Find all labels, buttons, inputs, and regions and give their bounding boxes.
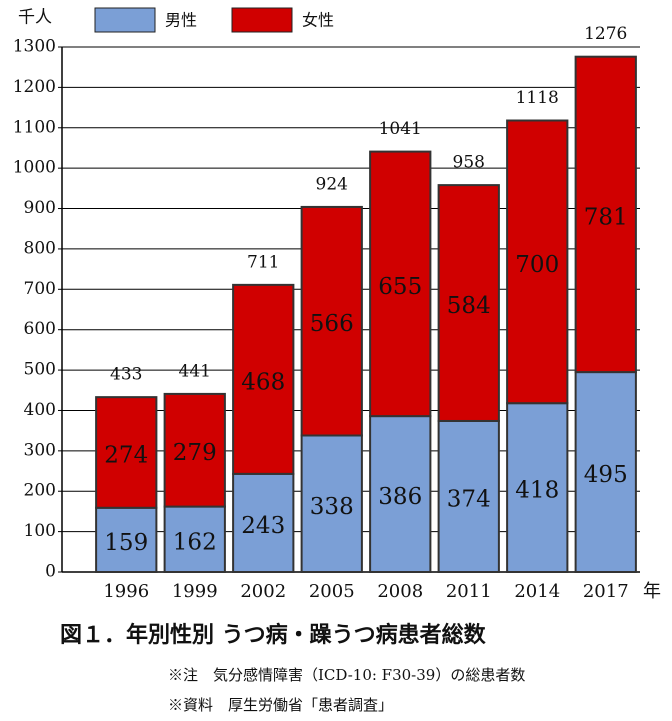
legend-swatch (94, 7, 156, 33)
total-label: 441 (179, 361, 211, 381)
y-tick-label: 300 (24, 440, 56, 460)
bar-segment (232, 283, 295, 475)
y-unit: 千人 (18, 8, 52, 28)
x-tick-label: 1999 (172, 581, 218, 602)
y-tick-label: 900 (24, 198, 56, 218)
data-label: 159 (104, 530, 148, 556)
bar-segment (300, 205, 363, 437)
data-label: 386 (378, 484, 422, 510)
bar-segment (163, 505, 226, 574)
chart-title: 図１．年別性別 うつ病・躁うつ病患者総数 (60, 622, 487, 648)
x-tick-label: 2017 (583, 581, 629, 602)
y-tick-label: 600 (24, 319, 56, 339)
total-label: 958 (453, 153, 485, 173)
x-tick-label: 2008 (377, 581, 423, 602)
legend-label: 女性 (302, 11, 334, 30)
y-tick-label: 700 (24, 279, 56, 299)
data-label: 566 (310, 311, 354, 337)
total-label: 1276 (584, 24, 627, 44)
data-label: 374 (447, 486, 491, 512)
bar-segment (95, 506, 158, 573)
legend-swatch (231, 7, 293, 33)
x-tick-label: 2014 (514, 581, 560, 602)
total-label: 1041 (379, 119, 422, 139)
bar-segment (300, 434, 363, 573)
data-label: 584 (447, 293, 491, 319)
total-label: 1118 (516, 88, 559, 108)
x-tick-label: 1996 (103, 581, 149, 602)
data-label: 338 (310, 494, 354, 520)
data-label: 243 (241, 513, 285, 539)
bar-segment (163, 392, 226, 508)
data-label: 418 (515, 478, 559, 504)
bar-segment (437, 184, 500, 422)
x-tick-label: 2005 (309, 581, 355, 602)
y-tick-label: 400 (24, 400, 56, 420)
total-label: 433 (110, 365, 142, 385)
bar-segment (506, 402, 569, 574)
y-tick-label: 800 (24, 238, 56, 258)
x-tick-label: 2002 (240, 581, 286, 602)
note: ※資料 厚生労働省「患者調査」 (168, 696, 393, 714)
bar-segment (369, 415, 432, 573)
total-label: 711 (247, 252, 279, 272)
y-tick-label: 500 (24, 360, 56, 380)
data-label: 279 (173, 440, 217, 466)
y-tick-label: 200 (24, 481, 56, 501)
data-label: 274 (104, 442, 148, 468)
y-tick-label: 100 (24, 521, 56, 541)
data-label: 162 (173, 529, 217, 555)
total-label: 924 (316, 174, 348, 194)
data-label: 495 (584, 462, 628, 488)
legend-label: 男性 (165, 11, 197, 30)
y-tick-label: 0 (45, 562, 56, 582)
bar-segment (574, 371, 637, 573)
bar-segment (95, 396, 158, 509)
bar-segment (232, 472, 295, 573)
data-label: 781 (584, 204, 628, 230)
y-tick-label: 1000 (13, 158, 56, 178)
y-tick-label: 1100 (13, 117, 56, 137)
data-label: 655 (378, 274, 422, 300)
bar-segment (506, 119, 569, 405)
bar-segment (437, 419, 500, 574)
bar-segment (369, 150, 432, 418)
bar-segment (574, 55, 637, 374)
data-label: 468 (241, 369, 285, 395)
note: ※注 気分感情障害（ICD-10: F30-39）の総患者数 (168, 666, 525, 684)
y-tick-label: 1300 (13, 37, 56, 57)
data-label: 700 (515, 252, 559, 278)
x-tick-label: 2011 (446, 581, 492, 602)
y-tick-label: 1200 (13, 77, 56, 97)
x-unit: 年 (643, 581, 661, 602)
